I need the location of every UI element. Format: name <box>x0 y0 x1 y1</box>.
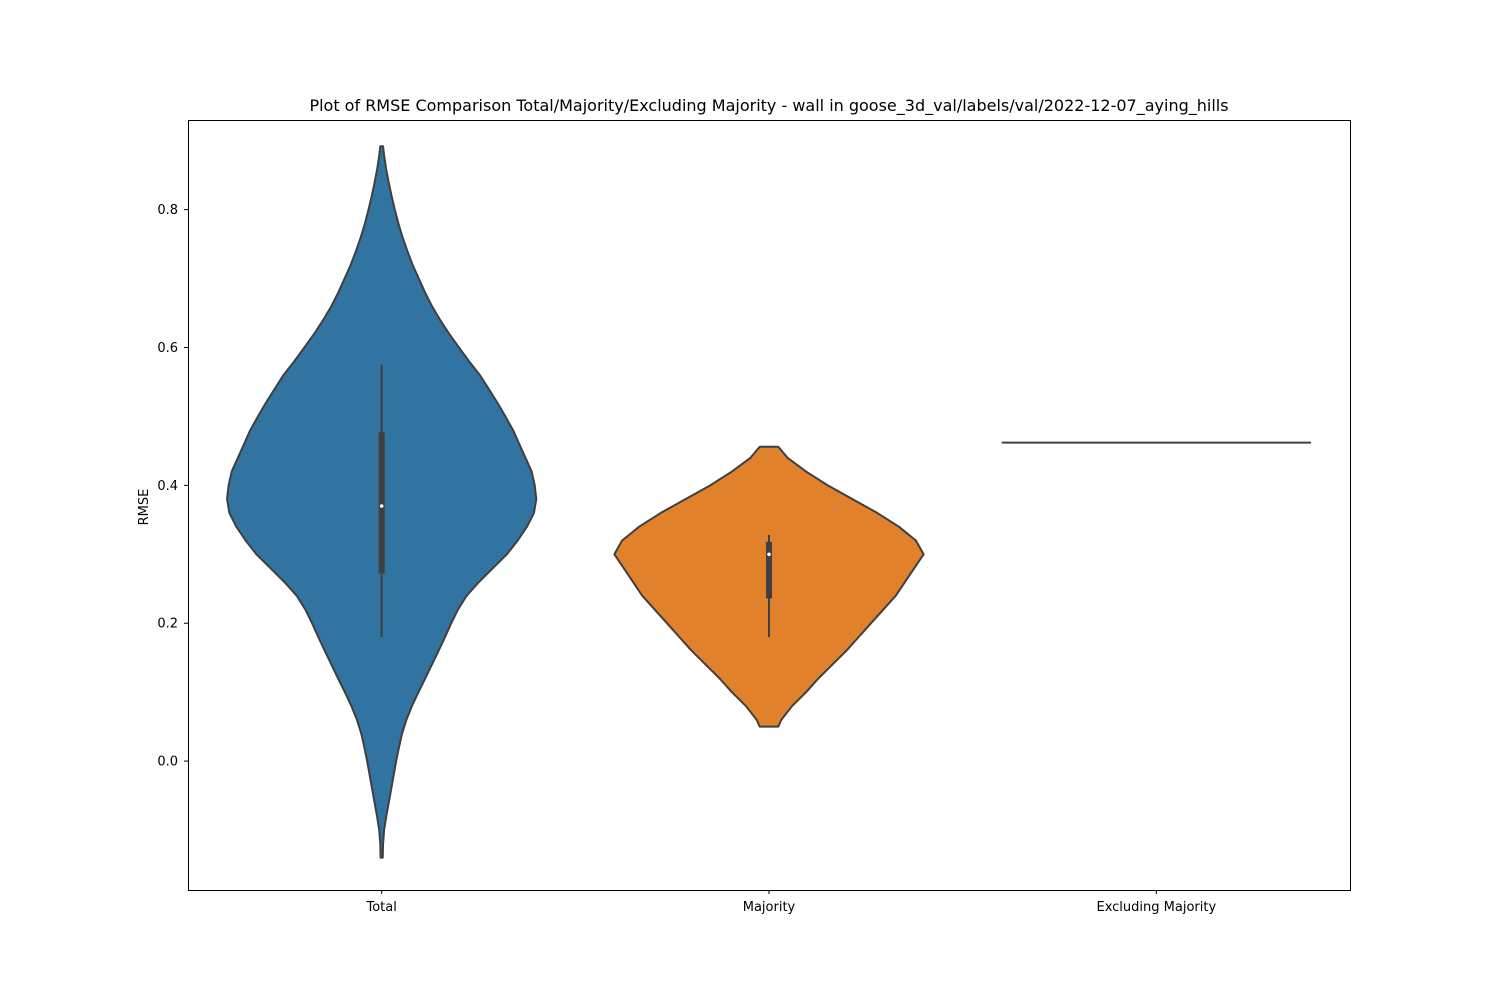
y-tick-label: 0.6 <box>157 341 178 356</box>
x-axis: Total Majority Excluding Majority <box>365 890 1216 915</box>
y-tick-label: 0.8 <box>157 203 178 218</box>
iqr-box-total <box>378 432 385 574</box>
y-tick-label: 0.0 <box>157 755 178 770</box>
y-tick-label: 0.4 <box>157 479 178 494</box>
iqr-box-majority <box>766 541 772 599</box>
x-tick-label: Excluding Majority <box>1096 900 1216 915</box>
y-axis-label: RMSE <box>137 489 152 526</box>
median-dot-majority <box>767 552 771 557</box>
x-tick-label: Total <box>365 900 396 915</box>
median-dot-total <box>379 504 384 508</box>
plot-area <box>226 145 1311 859</box>
y-axis: 0.0 0.2 0.4 0.6 0.8 <box>157 203 188 770</box>
chart-title: Plot of RMSE Comparison Total/Majority/E… <box>309 96 1228 116</box>
y-tick-label: 0.2 <box>157 617 178 632</box>
x-tick-label: Majority <box>743 900 796 915</box>
